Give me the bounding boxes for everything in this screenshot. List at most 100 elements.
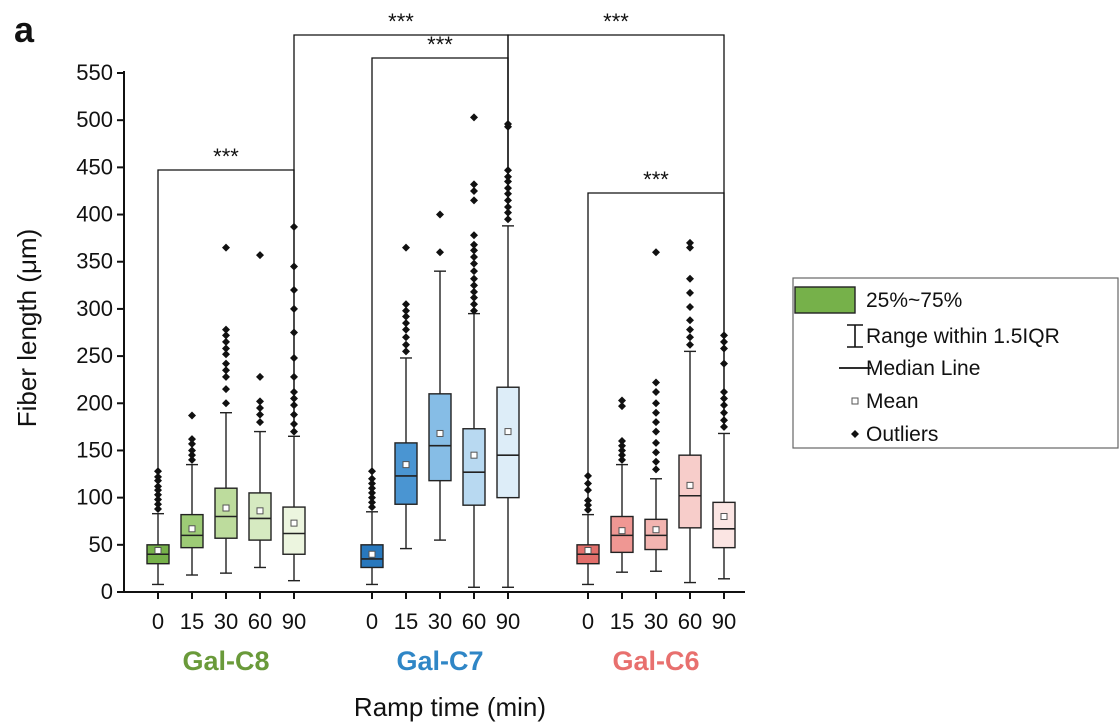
- iqr-box: [610, 515, 634, 554]
- outlier-point: [618, 446, 626, 455]
- outlier-point: [470, 180, 478, 189]
- significance-bracket: ***: [507, 9, 725, 426]
- group-label-Gal-C6: Gal-C6: [612, 646, 699, 676]
- y-tick-label: 550: [76, 60, 113, 85]
- box-Gal-C6-15: [610, 396, 634, 573]
- iqr-box: [248, 492, 272, 541]
- x-tick-label: 0: [366, 609, 378, 634]
- bracket-line: [507, 34, 725, 426]
- outlier-point: [652, 378, 660, 387]
- outlier-point: [290, 427, 298, 436]
- group-label-Gal-C8: Gal-C8: [182, 646, 269, 676]
- outlier-point: [222, 337, 230, 346]
- outlier-point: [402, 319, 410, 328]
- outlier-point: [402, 347, 410, 356]
- outlier-point: [652, 399, 660, 408]
- box-Gal-C8-15: [180, 411, 204, 576]
- significance-layer: *** *** *** *** ***: [157, 9, 725, 507]
- y-tick-label: 50: [89, 532, 113, 557]
- outlier-point: [686, 340, 694, 349]
- box-Gal-C7-90: [496, 119, 520, 588]
- outlier-point: [720, 422, 728, 431]
- mean-marker: [256, 507, 264, 515]
- outlier-point: [222, 331, 230, 340]
- x-tick-label: 60: [248, 609, 272, 634]
- x-tick-label: 15: [180, 609, 204, 634]
- significance-label: ***: [603, 9, 629, 34]
- outlier-point: [402, 312, 410, 321]
- outlier-point: [222, 350, 230, 359]
- outlier-point: [470, 267, 478, 276]
- outlier-point: [470, 253, 478, 262]
- mean-marker: [686, 481, 694, 489]
- significance-label: ***: [427, 32, 453, 57]
- outlier-point: [470, 231, 478, 240]
- box-Gal-C6-30: [644, 248, 668, 572]
- box-Gal-C7-60: [462, 113, 486, 588]
- outlier-point: [686, 274, 694, 283]
- outlier-point: [222, 385, 230, 394]
- outlier-point: [470, 113, 478, 122]
- outlier-point: [470, 196, 478, 205]
- outlier-point: [256, 397, 264, 406]
- outlier-point: [470, 259, 478, 268]
- mean-marker: [436, 429, 444, 437]
- x-tick-label: 0: [582, 609, 594, 634]
- box-Gal-C6-0: [576, 471, 600, 586]
- outlier-point: [652, 427, 660, 436]
- outlier-point: [686, 303, 694, 312]
- outlier-point: [618, 455, 626, 464]
- y-tick-label: 400: [76, 202, 113, 227]
- outlier-point: [222, 359, 230, 368]
- outlier-point: [188, 455, 196, 464]
- y-tick-label: 350: [76, 249, 113, 274]
- outlier-point: [256, 372, 264, 381]
- outlier-point: [470, 274, 478, 283]
- outlier-point: [222, 243, 230, 252]
- box-Gal-C7-15: [394, 243, 418, 550]
- legend-box-swatch: [794, 286, 856, 314]
- x-tick-label: 90: [282, 609, 306, 634]
- outlier-point: [154, 504, 162, 513]
- outlier-point: [256, 410, 264, 419]
- x-tick-label: 60: [462, 609, 486, 634]
- outlier-point: [222, 372, 230, 381]
- iqr-box: [644, 518, 668, 551]
- outlier-point: [470, 281, 478, 290]
- mean-marker: [368, 550, 376, 558]
- significance-label: ***: [643, 167, 669, 192]
- outlier-point: [188, 446, 196, 455]
- outlier-point: [652, 438, 660, 447]
- legend-label: Range within 1.5IQR: [866, 325, 1060, 348]
- mean-marker: [470, 451, 478, 459]
- outlier-point: [436, 248, 444, 257]
- significance-bracket: ***: [293, 9, 509, 429]
- legend-label: Median Line: [866, 357, 980, 380]
- mean-marker: [618, 527, 626, 535]
- x-tick-label: 30: [214, 609, 238, 634]
- mean-marker: [222, 504, 230, 512]
- mean-marker: [720, 513, 728, 521]
- outlier-point: [256, 403, 264, 412]
- iqr-box: [712, 501, 736, 549]
- significance-label: ***: [213, 144, 239, 169]
- outlier-point: [652, 465, 660, 474]
- outlier-point: [652, 457, 660, 466]
- outlier-point: [402, 340, 410, 349]
- box-Gal-C6-60: [678, 238, 702, 584]
- mean-marker: [154, 546, 162, 554]
- outlier-point: [652, 248, 660, 257]
- outlier-point: [470, 287, 478, 296]
- outlier-point: [618, 437, 626, 446]
- legend-outlier-swatch: [851, 430, 859, 438]
- x-tick-label: 60: [678, 609, 702, 634]
- outlier-point: [402, 333, 410, 342]
- outlier-point: [256, 418, 264, 427]
- outlier-point: [188, 451, 196, 460]
- y-tick-label: 300: [76, 296, 113, 321]
- outlier-point: [686, 243, 694, 252]
- outlier-point: [686, 333, 694, 342]
- mean-marker: [188, 525, 196, 533]
- y-tick-label: 150: [76, 437, 113, 462]
